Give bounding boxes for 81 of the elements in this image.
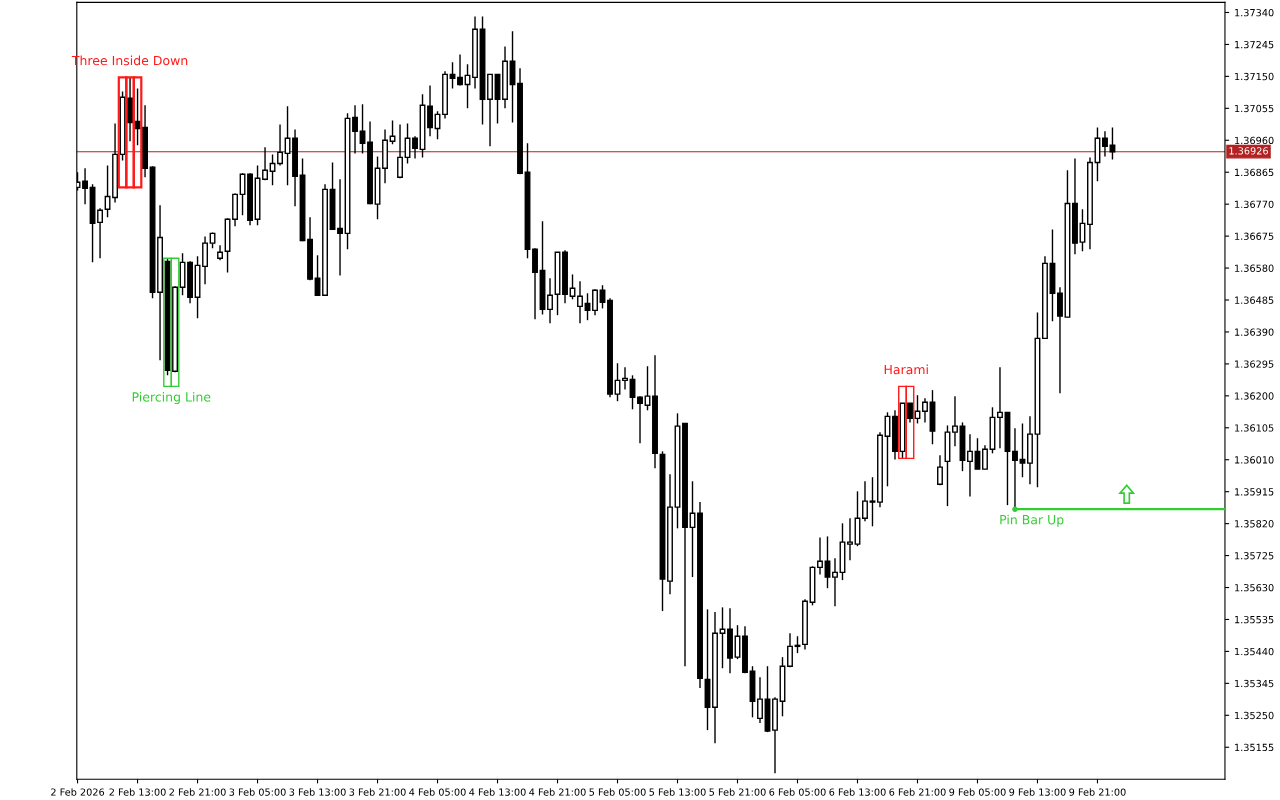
y-tick-label: 1.35820 (1235, 520, 1274, 528)
x-tick-label: 5 Feb 05:00 (589, 788, 646, 796)
annotation: Pin Bar Up (1000, 514, 1064, 527)
candlestick (532, 247, 538, 320)
candlestick (1102, 130, 1108, 158)
y-tick-label: 1.35725 (1235, 552, 1274, 560)
candlestick (982, 444, 988, 470)
x-tick-label: 6 Feb 13:00 (829, 788, 886, 796)
candlestick (832, 557, 838, 608)
x-tick-label: 9 Feb 05:00 (949, 788, 1006, 796)
candlestick (277, 123, 283, 167)
x-tick-label: 2 Feb 21:00 (169, 788, 226, 796)
y-tick-label: 1.35250 (1235, 711, 1274, 720)
candlestick (967, 433, 973, 498)
y-tick-label: 1.35155 (1235, 743, 1274, 752)
candlestick (359, 103, 366, 155)
y-tick-label: 1.36390 (1235, 328, 1274, 336)
candlestick (622, 366, 628, 391)
candlestick (1057, 286, 1063, 394)
y-tick-label: 1.36485 (1235, 296, 1274, 304)
x-tick-label: 3 Feb 21:00 (349, 788, 406, 796)
x-tick-label: 4 Feb 21:00 (529, 788, 586, 796)
candlestick (757, 676, 763, 724)
candlestick (592, 288, 598, 316)
x-tick-label: 9 Feb 21:00 (1069, 788, 1126, 796)
y-tick-label: 1.35630 (1235, 584, 1274, 592)
candlestick (82, 167, 88, 205)
y-tick-label: 1.37055 (1235, 104, 1274, 113)
y-tick-label: 1.36200 (1235, 392, 1274, 400)
x-tick-label: 2 Feb 13:00 (109, 788, 166, 796)
candlestick (577, 280, 583, 324)
x-tick-label: 2 Feb 2026 (51, 788, 105, 796)
y-tick-label: 1.36770 (1235, 200, 1274, 208)
candlestick (547, 277, 553, 324)
candlestick (262, 146, 268, 181)
candlestick (397, 123, 403, 179)
annotation: Piercing Line (132, 391, 211, 405)
y-tick-label: 1.36675 (1235, 232, 1274, 240)
x-tick-label: 5 Feb 13:00 (649, 788, 706, 796)
candlestick (847, 517, 853, 561)
candlestick (202, 235, 208, 285)
candlestick (862, 480, 868, 522)
x-tick-label: 6 Feb 21:00 (889, 788, 946, 796)
y-tick-label: 1.35440 (1235, 647, 1274, 656)
y-tick-label: 1.37245 (1235, 40, 1274, 49)
candlestick (922, 397, 928, 424)
x-tick-label: 3 Feb 13:00 (289, 788, 346, 796)
y-tick-label: 1.36010 (1235, 456, 1274, 464)
x-tick-label: 6 Feb 05:00 (769, 788, 826, 796)
candlestick (427, 84, 433, 137)
y-tick-label: 1.36580 (1235, 264, 1274, 272)
candlestick (937, 454, 943, 486)
y-tick-label: 1.36295 (1235, 360, 1274, 368)
candlestick (457, 53, 463, 87)
candlestick (817, 536, 823, 576)
candlestick (644, 365, 651, 411)
x-tick-label: 4 Feb 05:00 (409, 788, 466, 796)
candlestick (352, 104, 358, 155)
candlestick (97, 207, 103, 260)
candlestick (907, 402, 913, 424)
y-tick-label: 1.36105 (1235, 424, 1274, 432)
candlestick (952, 395, 958, 447)
candlestick (787, 632, 793, 668)
x-tick-label: 5 Feb 21:00 (709, 788, 766, 796)
y-tick-label: 1.37150 (1235, 72, 1274, 81)
y-tick-label: 1.35535 (1235, 615, 1274, 624)
candlestick (637, 395, 643, 444)
candlestick (337, 178, 343, 277)
candlestick (869, 476, 876, 528)
candlestick (997, 366, 1003, 449)
y-tick-label: 1.37340 (1235, 8, 1274, 17)
x-tick-label: 9 Feb 13:00 (1009, 788, 1066, 796)
y-tick-label: 1.35915 (1235, 488, 1274, 496)
x-tick-label: 4 Feb 13:00 (469, 788, 526, 796)
candlestick (412, 135, 418, 160)
y-tick-label: 1.36960 (1235, 136, 1274, 145)
annotation: Harami (884, 364, 928, 375)
ref-line-label: 1.36926 (1229, 147, 1268, 155)
y-tick-label: 1.35345 (1235, 679, 1274, 688)
y-tick-label: 1.36865 (1235, 168, 1274, 177)
x-tick-label: 3 Feb 05:00 (229, 788, 286, 796)
